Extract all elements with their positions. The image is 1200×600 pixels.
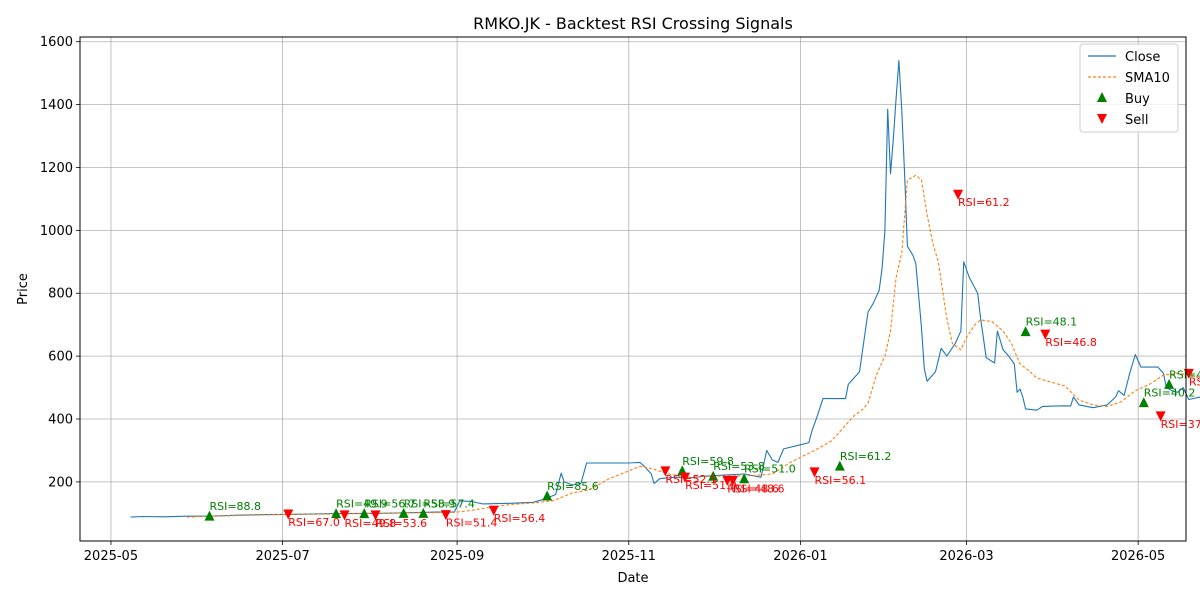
y-tick-label: 1000 [40,224,73,239]
buy-signal-label: RSI=61.2 [840,450,892,463]
sell-signal-marker [680,472,691,483]
x-tick-label: 2026-01 [773,549,827,564]
legend-close-label: Close [1125,50,1160,65]
sell-signal-marker [953,189,964,200]
y-tick-label: 600 [48,350,73,365]
x-axis: 2025-05 2025-07 2025-09 2025-11 2026-01 2026-… [84,541,1165,564]
buy-signal-marker [398,507,409,518]
sell-signal-label: RSI=56.4 [494,512,546,525]
series-layer [130,60,1200,518]
sell-signal-marker [660,466,671,477]
y-tick-label: 1400 [40,98,73,113]
sell-signal-label: RSI=67.0 [288,516,340,529]
grid [80,37,1186,541]
sell-signal-marker [809,467,820,478]
x-tick-label: 2025-09 [430,549,484,564]
sell-signal-marker [727,475,738,486]
y-tick-label: 200 [48,475,73,490]
buy-signal-marker [834,460,845,471]
legend-buy-swatch [1097,92,1107,102]
sell-signal-label: RSI=61.2 [958,196,1010,209]
plot-area: RSI=88.8 RSI=49.9RSI=56.7RSI=58.9RSI=57.4… [130,60,1200,530]
chart-title: RMKO.JK - Backtest RSI Crossing Signals [473,14,793,33]
sell-signal-label: RSI=46.8 [1045,336,1097,349]
sell-signal-marker [339,510,350,521]
buy-signal-label: RSI=58.9 [404,497,456,510]
sell-signal-marker [1040,329,1051,340]
sell-signal-marker [370,510,381,521]
legend-sma-label: SMA10 [1125,71,1170,86]
buy-signal-marker [708,470,719,481]
buy-signal-marker [542,490,553,501]
buy-signal-label: RSI=88.8 [209,500,261,513]
sell-signal-label: RSI=37.5 [1161,418,1200,431]
y-axis-label: Price [16,273,31,305]
buy-signal-label: RSI=56.7 [364,498,416,511]
buy-signal-label: RSI=49.9 [336,498,388,511]
y-tick-label: 400 [48,413,73,428]
buy-signal-label: RSI=51.0 [744,463,796,476]
buy-signal-marker [1138,397,1149,408]
buy-signal-marker [1164,378,1175,389]
sell-signal-label: RSI=52.1 [665,473,717,486]
buy-signal-marker [418,507,429,518]
legend-box [1079,43,1179,133]
buy-signal-marker [204,510,215,521]
buy-signal-label: RSI=48.1 [1026,316,1078,329]
legend-buy-label: Buy [1125,92,1150,107]
buy-signal-marker [739,473,750,484]
x-tick-label: 2025-05 [84,549,138,564]
y-tick-label: 800 [48,287,73,302]
buy-signal-marker [1020,326,1031,337]
buy-signal-label: RSI=53.8 [713,460,765,473]
sell-signal-label: RSI=48.6 [733,482,785,495]
close-series-line [130,60,1200,518]
signal-labels: RSI=88.8 RSI=49.9RSI=56.7RSI=58.9RSI=57.4… [209,196,1200,530]
buy-signal-label: RSI=85.6 [547,480,599,493]
plot-frame [79,36,1187,542]
sma10-series-line [186,174,1200,518]
x-tick-label: 2025-07 [255,549,309,564]
sell-signal-marker [1155,411,1166,422]
x-tick-label: 2026-03 [939,549,993,564]
sell-signal-marker [440,510,451,521]
sell-signal-marker [283,509,294,520]
buy-signal-marker [331,508,342,519]
buy-signal-label: RSI=40.2 [1144,387,1196,400]
y-tick-label: 1600 [40,35,73,50]
sell-signal-label: RSI=51.0 [685,479,737,492]
legend-sell-label: Sell [1125,113,1148,128]
y-tick-label: 1200 [40,161,73,176]
sell-signal-label: RSI=49.8 [345,517,397,530]
buy-signal-marker [359,508,370,519]
x-tick-label: 2025-11 [602,549,656,564]
x-axis-label: Date [617,571,648,586]
sell-signal-label: RSI=51.4 [446,517,498,530]
buy-signal-label: RSI=59.8 [682,455,734,468]
sell-signal-label: RSI=51.2 [1189,375,1200,388]
buy-signal-label: RSI=48.7 [1169,368,1200,381]
buy-signal-label: RSI=57.4 [423,497,475,510]
sell-signal-marker [488,505,499,516]
x-tick-label: 2026-05 [1111,549,1165,564]
legend: Close SMA10 Buy Sell [1079,43,1179,133]
sell-signal-label: RSI=53.6 [375,517,427,530]
sell-signal-label: RSI=48.6 [727,482,779,495]
y-axis: 200 400 600 800 1000 1200 1400 1600 [40,35,80,490]
legend-sell-swatch [1097,114,1107,124]
sell-signal-label: RSI=56.1 [815,474,867,487]
signal-markers [204,189,1194,521]
